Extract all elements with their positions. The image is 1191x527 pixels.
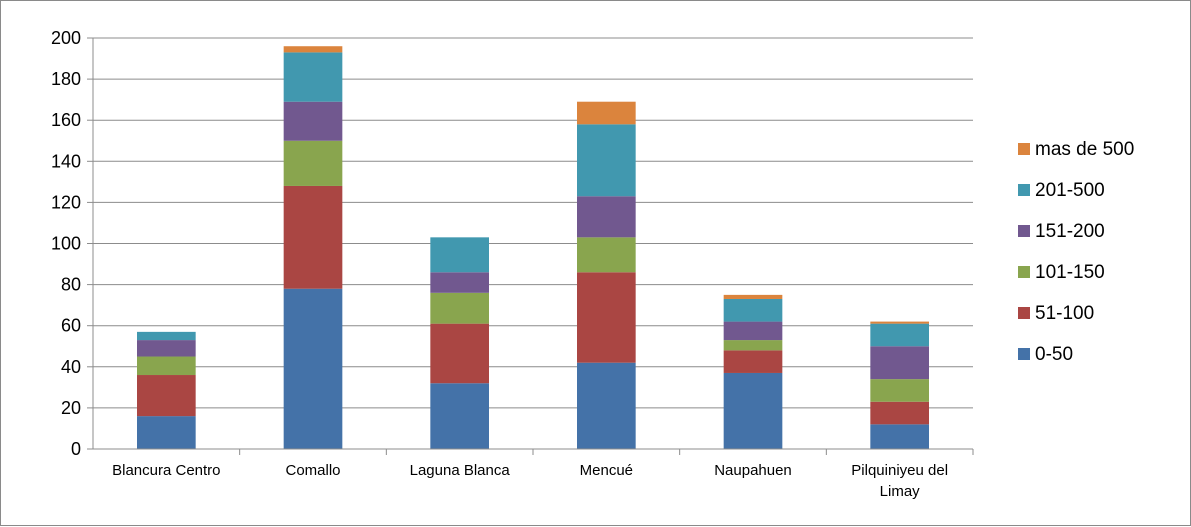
y-tick-label-0: 0 xyxy=(71,439,81,459)
legend-swatch-151-200 xyxy=(1018,225,1030,237)
x-category-label-pilquiniyeu-del-limay: Pilquiniyeu del Limay xyxy=(851,462,948,500)
bar-mencue-201-500 xyxy=(577,124,636,197)
bar-mencue-151-200 xyxy=(577,196,636,238)
x-axis-category-labels: Blancura Centro Comallo Laguna Blanca Mencu… xyxy=(112,462,948,500)
y-tick-label-60: 60 xyxy=(61,316,81,336)
bar-naupahuen-0-50 xyxy=(723,372,783,449)
bar-laguna-blanca-51-100 xyxy=(430,323,489,384)
legend-label-101-150: 101-150 xyxy=(1035,262,1105,283)
bar-mencue-0-50 xyxy=(577,362,636,449)
bar-laguna-blanca-0-50 xyxy=(430,383,489,449)
legend-swatch-51-100 xyxy=(1018,307,1030,319)
legend: mas de 500 201-500 151-200 101-150 51-100 0-5… xyxy=(1018,139,1134,365)
legend-label-201-500: 201-500 xyxy=(1035,180,1105,201)
x-category-label-mencue: Mencué xyxy=(580,462,633,479)
x-category-label-blancura-centro: Blancura Centro xyxy=(112,462,220,479)
bar-laguna-blanca-201-500 xyxy=(430,237,489,273)
legend-swatch-0-50 xyxy=(1018,348,1030,360)
gridlines xyxy=(93,37,973,409)
bar-pilquiniyeu-del-limay-0-50 xyxy=(870,424,929,449)
x-category-label-naupahuen: Naupahuen xyxy=(714,462,792,479)
bars xyxy=(137,46,929,449)
bar-naupahuen-101-150 xyxy=(723,340,783,351)
legend-label-151-200: 151-200 xyxy=(1035,221,1105,242)
y-tick-label-40: 40 xyxy=(61,357,81,377)
axes xyxy=(87,37,974,455)
bar-naupahuen-mas-de-500 xyxy=(723,294,783,299)
bar-laguna-blanca-101-150 xyxy=(430,292,489,324)
bar-naupahuen-51-100 xyxy=(723,350,783,373)
bar-blancura-centro-201-500 xyxy=(137,331,196,341)
bar-blancura-centro-51-100 xyxy=(137,375,196,417)
bar-pilquiniyeu-del-limay-mas-de-500 xyxy=(870,321,929,324)
bar-pilquiniyeu-del-limay-101-150 xyxy=(870,379,929,402)
y-tick-label-200: 200 xyxy=(51,28,81,48)
x-category-label-laguna-blanca: Laguna Blanca xyxy=(410,462,511,479)
y-axis-tick-labels: 0 20 40 60 80 100 120 140 160 180 200 xyxy=(51,28,81,459)
bar-pilquiniyeu-del-limay-151-200 xyxy=(870,346,929,380)
legend-label-51-100: 51-100 xyxy=(1035,303,1094,324)
legend-swatch-mas-de-500 xyxy=(1018,143,1030,155)
legend-label-0-50: 0-50 xyxy=(1035,344,1073,365)
bar-naupahuen-151-200 xyxy=(723,321,783,341)
y-tick-label-20: 20 xyxy=(61,398,81,418)
bar-naupahuen-201-500 xyxy=(723,298,783,322)
bar-blancura-centro-151-200 xyxy=(137,340,196,357)
bar-mencue-mas-de-500 xyxy=(577,101,636,125)
bar-comallo-201-500 xyxy=(283,52,343,102)
bar-comallo-0-50 xyxy=(283,288,343,449)
bar-comallo-51-100 xyxy=(283,185,343,289)
bar-mencue-101-150 xyxy=(577,237,636,273)
bar-blancura-centro-0-50 xyxy=(137,416,196,449)
y-tick-label-180: 180 xyxy=(51,69,81,89)
y-tick-label-160: 160 xyxy=(51,110,81,130)
legend-swatch-201-500 xyxy=(1018,184,1030,196)
x-category-label-comallo: Comallo xyxy=(285,462,340,479)
bar-comallo-151-200 xyxy=(283,101,343,141)
y-tick-label-140: 140 xyxy=(51,151,81,171)
bar-comallo-mas-de-500 xyxy=(283,46,343,53)
legend-label-mas-de-500: mas de 500 xyxy=(1035,139,1134,160)
bar-laguna-blanca-151-200 xyxy=(430,272,489,293)
legend-swatch-101-150 xyxy=(1018,266,1030,278)
bar-comallo-101-150 xyxy=(283,140,343,186)
bar-pilquiniyeu-del-limay-201-500 xyxy=(870,323,929,347)
y-tick-label-80: 80 xyxy=(61,275,81,295)
bar-pilquiniyeu-del-limay-51-100 xyxy=(870,401,929,425)
y-tick-label-100: 100 xyxy=(51,234,81,254)
y-tick-label-120: 120 xyxy=(51,192,81,212)
bar-blancura-centro-101-150 xyxy=(137,356,196,376)
bar-mencue-51-100 xyxy=(577,272,636,363)
